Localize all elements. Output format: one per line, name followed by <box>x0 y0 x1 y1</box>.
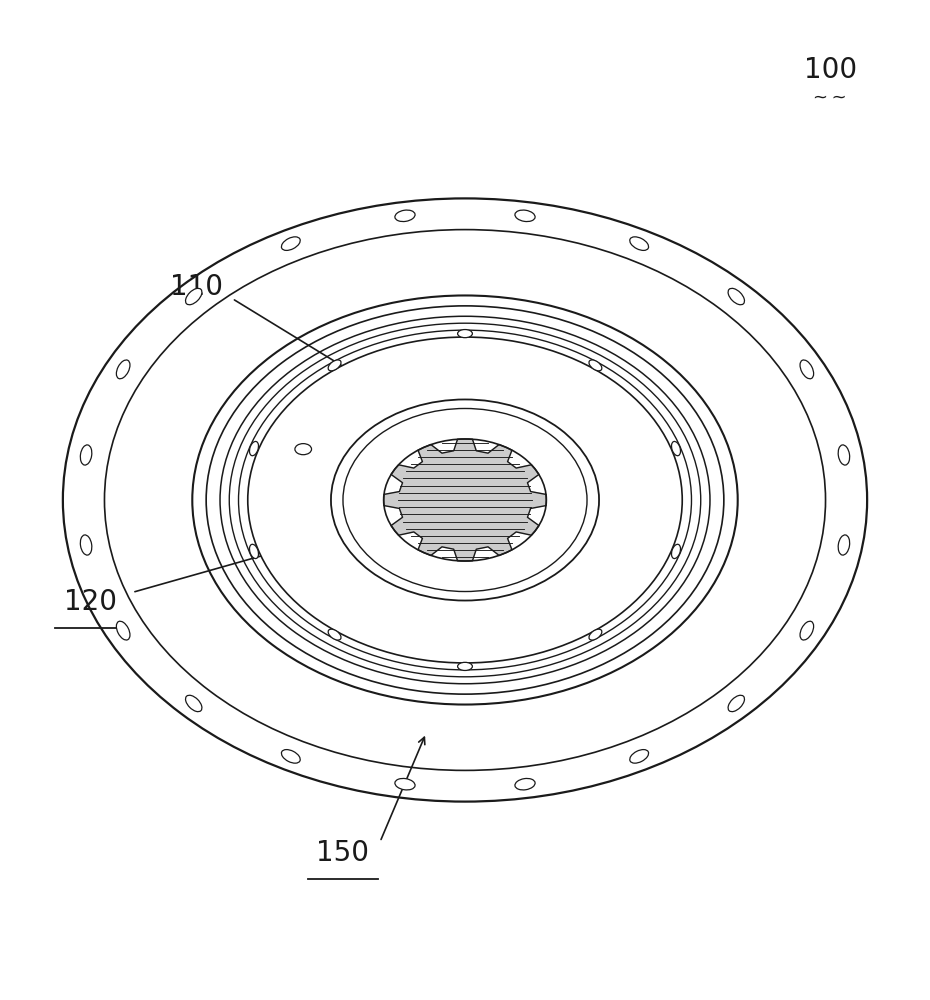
Ellipse shape <box>80 535 92 555</box>
Ellipse shape <box>282 750 300 763</box>
Ellipse shape <box>630 237 648 250</box>
Ellipse shape <box>343 408 587 592</box>
Ellipse shape <box>838 445 850 465</box>
Text: 110: 110 <box>170 273 223 301</box>
Ellipse shape <box>249 441 259 456</box>
Ellipse shape <box>185 695 202 712</box>
Ellipse shape <box>728 695 745 712</box>
Ellipse shape <box>458 330 472 338</box>
Ellipse shape <box>116 621 130 640</box>
Ellipse shape <box>328 360 341 371</box>
Ellipse shape <box>671 544 681 559</box>
Ellipse shape <box>193 295 737 705</box>
Ellipse shape <box>458 662 472 670</box>
Text: 150: 150 <box>316 839 369 867</box>
Ellipse shape <box>80 445 92 465</box>
Text: ~ ~: ~ ~ <box>814 89 847 107</box>
Ellipse shape <box>328 629 341 640</box>
Ellipse shape <box>800 360 814 379</box>
Ellipse shape <box>395 210 415 222</box>
Ellipse shape <box>295 444 312 455</box>
Ellipse shape <box>630 750 648 763</box>
Ellipse shape <box>728 288 745 305</box>
Ellipse shape <box>247 337 683 663</box>
Ellipse shape <box>589 360 602 371</box>
Ellipse shape <box>185 288 202 305</box>
Ellipse shape <box>395 778 415 790</box>
Text: 120: 120 <box>64 588 117 616</box>
Ellipse shape <box>116 360 130 379</box>
Ellipse shape <box>282 237 300 250</box>
Ellipse shape <box>63 198 867 802</box>
Ellipse shape <box>671 441 681 456</box>
Text: 100: 100 <box>804 56 857 84</box>
Ellipse shape <box>515 210 535 222</box>
Ellipse shape <box>838 535 850 555</box>
Ellipse shape <box>515 778 535 790</box>
Ellipse shape <box>249 544 259 559</box>
Ellipse shape <box>589 629 602 640</box>
Ellipse shape <box>800 621 814 640</box>
Polygon shape <box>384 439 546 561</box>
Ellipse shape <box>331 399 599 601</box>
